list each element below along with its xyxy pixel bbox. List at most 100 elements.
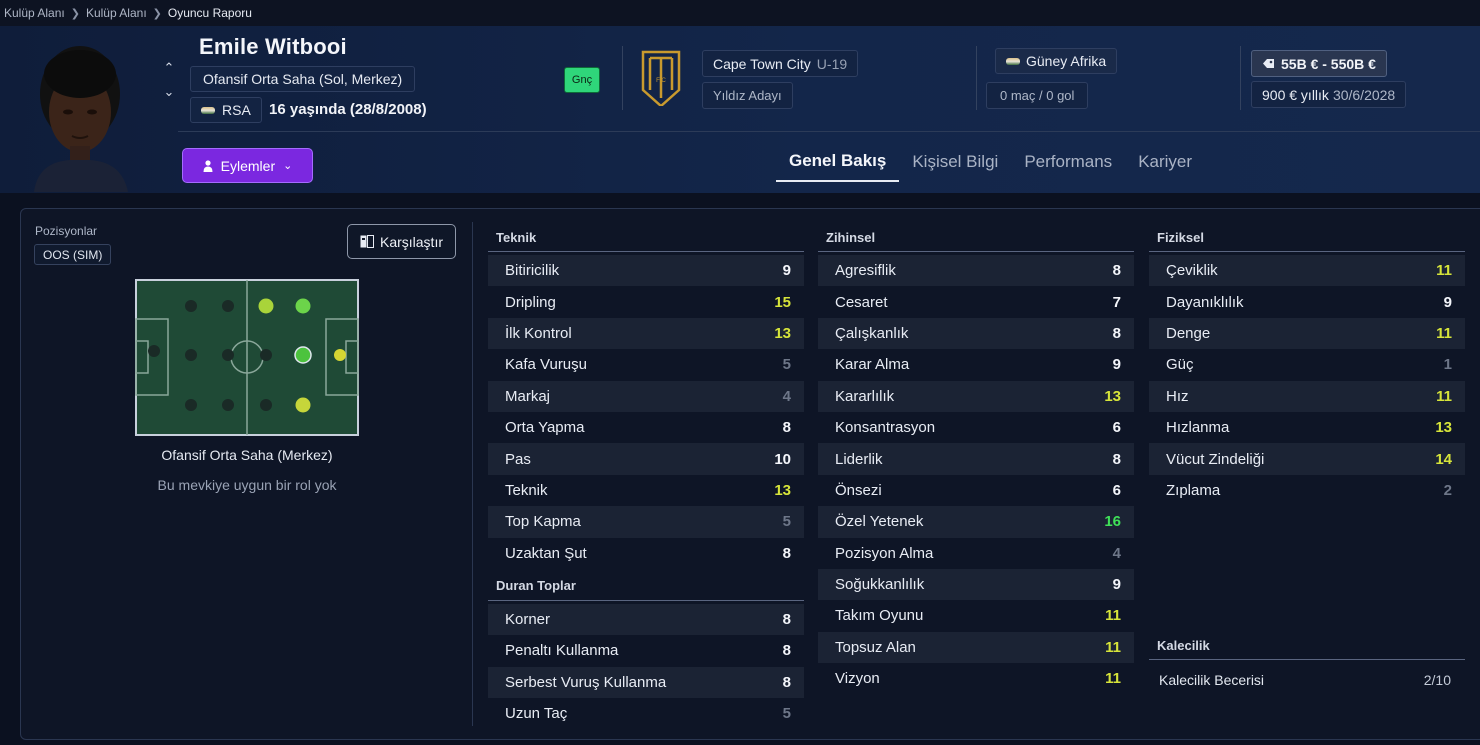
attribute-row[interactable]: Güç 1: [1149, 349, 1465, 380]
pitch-caption: Ofansif Orta Saha (Merkez): [161, 447, 333, 463]
attribute-value: 5: [782, 705, 791, 723]
attribute-row[interactable]: Bitiricilik 9: [488, 255, 804, 287]
tab-overview[interactable]: Genel Bakış: [776, 142, 900, 182]
attribute-value: 8: [1112, 324, 1121, 342]
breadcrumb-item-club-area-2[interactable]: Kulüp Alanı: [85, 6, 147, 20]
attribute-value: 11: [1436, 324, 1452, 342]
attribute-label: Çeviklik: [1166, 262, 1218, 280]
attribute-row[interactable]: Takım Oyunu 11: [818, 600, 1134, 631]
position-pitch: [135, 279, 359, 436]
attribute-value: 15: [774, 293, 791, 311]
player-nationality: RSA: [190, 97, 262, 123]
goalkeeping-label: Kalecilik Becerisi: [1159, 671, 1265, 688]
country-box[interactable]: Güney Afrika: [995, 48, 1118, 74]
attribute-row[interactable]: Çalışkanlık 8: [818, 317, 1134, 350]
tab-personal-info[interactable]: Kişisel Bilgi: [912, 152, 999, 171]
attribute-list: Agresiflik 8 Cesaret 7 Çalışkanlık 8 Karar Alm…: [818, 255, 1134, 694]
attribute-value: 1: [1443, 356, 1452, 374]
attribute-row[interactable]: Denge 11: [1149, 317, 1465, 350]
tab-career[interactable]: Kariyer: [1138, 152, 1193, 171]
attribute-row[interactable]: Dayanıklılık 9: [1149, 286, 1465, 317]
attribute-row[interactable]: Pas 10: [488, 443, 804, 475]
attribute-row[interactable]: Zıplama 2: [1149, 475, 1465, 506]
attribute-value: 11: [1105, 607, 1121, 625]
attribute-row[interactable]: Top Kapma 5: [488, 506, 804, 538]
attribute-value: 9: [1112, 356, 1121, 374]
attribute-row[interactable]: Topsuz Alan 11: [818, 631, 1134, 664]
attribute-label: Hızlanma: [1166, 419, 1230, 437]
attribute-list: Korner 8 Penaltı Kullanma 8 Serbest Vuruş Ku…: [488, 603, 804, 730]
attribute-row[interactable]: Özel Yetenek 16: [818, 506, 1134, 538]
attribute-row[interactable]: Uzun Taç 5: [488, 698, 804, 729]
attribute-value: 4: [1112, 544, 1121, 562]
country-name: Güney Afrika: [1026, 53, 1107, 69]
attribute-label: Önsezi: [835, 481, 882, 499]
attribute-value: 4: [782, 387, 791, 405]
attribute-value: 9: [782, 262, 791, 280]
attribute-row[interactable]: Çeviklik 11: [1149, 255, 1465, 287]
breadcrumb-item-club-area[interactable]: Kulüp Alanı: [4, 6, 65, 20]
chevron-up-icon[interactable]: ⌃: [163, 60, 175, 75]
column-divider: [472, 222, 473, 726]
position-chip: OOS (SIM): [34, 244, 112, 265]
attribute-row[interactable]: Uzaktan Şut 8: [488, 538, 804, 569]
attribute-row[interactable]: Vizyon 11: [818, 663, 1134, 694]
attribute-value: 7: [1112, 293, 1121, 311]
attribute-row[interactable]: Agresiflik 8: [818, 255, 1134, 287]
attribute-row[interactable]: Soğukkanlılık 9: [818, 568, 1134, 601]
attribute-value: 10: [774, 450, 791, 468]
pitch-note: Bu mevkiye uygun bir rol yok: [157, 477, 337, 493]
player-avatar: [34, 46, 128, 192]
attribute-row[interactable]: Kafa Vuruşu 5: [488, 349, 804, 380]
flag-icon: [1006, 57, 1020, 65]
attribute-row[interactable]: Penaltı Kullanma 8: [488, 635, 804, 666]
tab-performance[interactable]: Performans: [1024, 152, 1113, 171]
attribute-row[interactable]: Hız 11: [1149, 380, 1465, 412]
attribute-row[interactable]: Orta Yapma 8: [488, 412, 804, 443]
attribute-value: 13: [1435, 419, 1452, 437]
goalkeeping-row: Kalecilik Becerisi 2/10: [1149, 663, 1465, 696]
header-divider: [976, 46, 977, 110]
club-name-box[interactable]: Cape Town City U-19: [702, 50, 859, 77]
attribute-row[interactable]: İlk Kontrol 13: [488, 317, 804, 350]
attribute-row[interactable]: Teknik 13: [488, 475, 804, 506]
position-dot-good: [258, 298, 274, 314]
attribute-row[interactable]: Dripling 15: [488, 286, 804, 317]
transfer-value-text: 55B € - 550B €: [1281, 55, 1376, 72]
attribute-row[interactable]: Liderlik 8: [818, 443, 1134, 475]
club-team: U-19: [816, 55, 848, 72]
chevron-down-icon[interactable]: ⌄: [163, 84, 175, 99]
attribute-row[interactable]: Cesaret 7: [818, 286, 1134, 317]
attribute-value: 8: [782, 419, 791, 437]
attribute-row[interactable]: Önsezi 6: [818, 475, 1134, 506]
attribute-label: Teknik: [505, 481, 548, 499]
actions-button[interactable]: Eylemler ⌄: [182, 148, 313, 183]
attribute-value: 13: [1104, 387, 1121, 405]
header-separator: [178, 131, 1480, 132]
player-name: Emile Witbooi: [199, 34, 347, 59]
attribute-row[interactable]: Konsantrasyon 6: [818, 412, 1134, 443]
section-title-mental: Zihinsel: [818, 223, 1134, 252]
attribute-row[interactable]: Pozisyon Alma 4: [818, 538, 1134, 569]
attribute-label: Uzun Taç: [505, 705, 568, 723]
attribute-row[interactable]: Serbest Vuruş Kullanma 8: [488, 666, 804, 699]
attribute-row[interactable]: Hızlanma 13: [1149, 412, 1465, 443]
attribute-row[interactable]: Karar Alma 9: [818, 349, 1134, 380]
attribute-label: Liderlik: [835, 450, 883, 468]
attribute-label: Denge: [1166, 324, 1211, 342]
compare-button[interactable]: Karşılaştır: [347, 224, 456, 259]
attribute-row[interactable]: Markaj 4: [488, 380, 804, 412]
attribute-row[interactable]: Korner 8: [488, 603, 804, 636]
attribute-label: Karar Alma: [835, 356, 910, 374]
position-dot: [260, 399, 272, 411]
attribute-row[interactable]: Kararlılık 13: [818, 380, 1134, 412]
attribute-label: Pozisyon Alma: [835, 544, 934, 562]
chevron-right-icon: ❯: [70, 7, 80, 20]
attribute-value: 6: [1112, 481, 1121, 499]
attribute-row[interactable]: Vücut Zindeliği 14: [1149, 443, 1465, 475]
goalkeeping-section: Kalecilik Kalecilik Becerisi 2/10: [1149, 631, 1465, 696]
attribute-label: Bitiricilik: [505, 262, 560, 280]
contract-expiry: 30/6/2028: [1332, 86, 1396, 103]
contract-wage: 900 € yıllık 30/6/2028: [1251, 81, 1407, 108]
mental-attributes: Zihinsel Agresiflik 8 Cesaret 7 Çalışkanlık 8…: [818, 223, 1134, 694]
